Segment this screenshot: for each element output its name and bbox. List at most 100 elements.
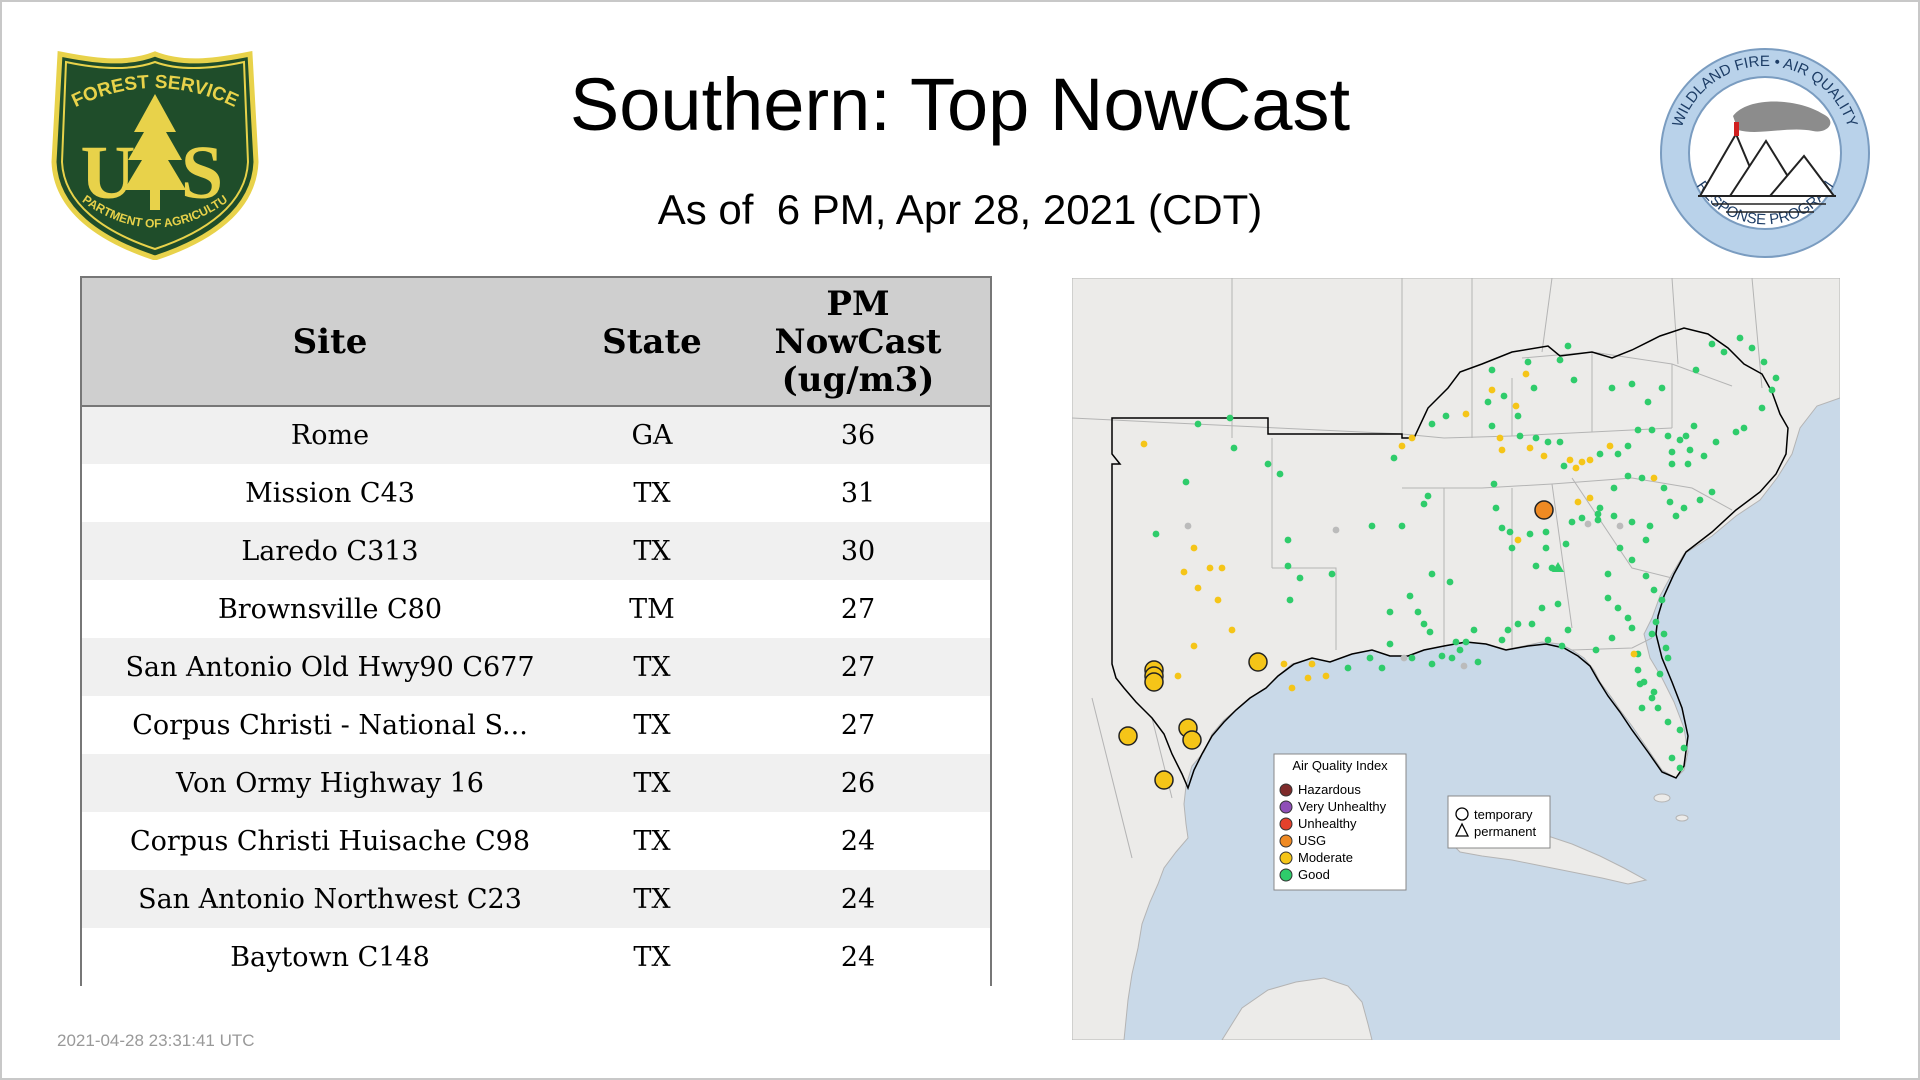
monitor-marker xyxy=(1652,618,1660,626)
monitor-marker xyxy=(1642,572,1650,580)
monitor-marker xyxy=(1628,518,1636,526)
monitor-marker xyxy=(1554,600,1562,608)
column-header-state: State xyxy=(578,278,726,407)
monitor-marker xyxy=(1226,414,1234,422)
monitor-marker xyxy=(1596,504,1604,512)
monitor-marker xyxy=(1524,358,1532,366)
monitor-marker xyxy=(1736,334,1744,342)
monitor-marker xyxy=(1414,608,1422,616)
monitor-marker xyxy=(1514,412,1522,420)
nowcast-cell: 27 xyxy=(726,638,990,696)
monitor-marker xyxy=(1634,426,1642,434)
monitor-marker xyxy=(1184,522,1192,530)
monitor-marker xyxy=(1514,620,1522,628)
monitor-marker xyxy=(1664,718,1672,726)
monitor-marker xyxy=(1280,660,1288,668)
aqi-legend-title: Air Quality Index xyxy=(1292,758,1388,773)
monitor-marker xyxy=(1514,536,1522,544)
site-cell: Mission C43 xyxy=(82,464,578,522)
monitor-marker xyxy=(1562,540,1570,548)
map-state-borders xyxy=(1072,278,1763,859)
monitor-marker xyxy=(1606,442,1614,450)
monitor-marker xyxy=(1308,660,1316,668)
monitor-marker xyxy=(1556,438,1564,446)
monitor-marker xyxy=(1610,512,1618,520)
state-cell: GA xyxy=(578,406,726,464)
top-site-marker xyxy=(1182,730,1202,750)
state-cell: TM xyxy=(578,580,726,638)
monitor-marker xyxy=(1594,510,1602,518)
monitor-marker xyxy=(1214,596,1222,604)
column-header-pm-line3: (ug/m3) xyxy=(781,359,935,400)
monitor-marker xyxy=(1508,544,1516,552)
monitor-marker xyxy=(1498,524,1506,532)
monitor-marker xyxy=(1206,564,1214,572)
table-row: Laredo C313 TX 30 xyxy=(82,522,990,580)
site-cell: Laredo C313 xyxy=(82,522,578,580)
monitor-marker xyxy=(1448,654,1456,662)
monitor-marker xyxy=(1470,626,1478,634)
monitor-marker xyxy=(1522,370,1530,378)
svg-text:S: S xyxy=(181,131,223,215)
monitor-marker xyxy=(1532,562,1540,570)
monitor-marker xyxy=(1760,358,1768,366)
monitor-marker xyxy=(1284,536,1292,544)
monitor-marker xyxy=(1650,688,1658,696)
monitor-marker xyxy=(1386,608,1394,616)
monitor-marker xyxy=(1452,638,1460,646)
monitor-marker xyxy=(1498,636,1506,644)
state-cell: TX xyxy=(578,522,726,580)
column-header-pm-line1: PM xyxy=(826,283,890,324)
monitor-marker xyxy=(1532,434,1540,442)
monitor-marker xyxy=(1286,596,1294,604)
monitor-marker xyxy=(1644,398,1652,406)
monitor-marker xyxy=(1664,432,1672,440)
monitor-marker xyxy=(1660,630,1668,638)
page-title: Southern: Top NowCast xyxy=(569,63,1351,146)
monitor-marker xyxy=(1406,592,1414,600)
monitor-marker xyxy=(1646,522,1654,530)
svg-text:U: U xyxy=(81,131,136,215)
table-row: Mission C43 TX 31 xyxy=(82,464,990,522)
monitor-marker xyxy=(1676,726,1684,734)
monitor-marker xyxy=(1628,556,1636,564)
monitor-marker-permanent xyxy=(1552,562,1564,572)
monitor-marker xyxy=(1474,658,1482,666)
monitor-marker xyxy=(1180,568,1188,576)
monitor-marker xyxy=(1564,342,1572,350)
monitor-marker xyxy=(1462,410,1470,418)
monitor-marker xyxy=(1616,544,1624,552)
monitor-marker xyxy=(1328,570,1336,578)
monitor-marker xyxy=(1500,392,1508,400)
monitor-marker xyxy=(1276,470,1284,478)
monitor-marker xyxy=(1642,536,1650,544)
nowcast-cell: 24 xyxy=(726,812,990,870)
table-row: Brownsville C80 TM 27 xyxy=(82,580,990,638)
column-header-pm-nowcast: PM NowCast (ug/m3) xyxy=(726,278,990,407)
legend-swatch-usg xyxy=(1279,834,1293,848)
monitor-marker xyxy=(1772,374,1780,382)
monitor-marker xyxy=(1398,442,1406,450)
monitor-marker xyxy=(1228,626,1236,634)
legend-swatch-moderate xyxy=(1279,851,1293,865)
monitor-marker xyxy=(1488,422,1496,430)
monitor-marker xyxy=(1604,594,1612,602)
monitor-marker xyxy=(1152,530,1160,538)
monitor-marker xyxy=(1658,596,1666,604)
monitor-marker xyxy=(1426,628,1434,636)
legend-label-usg: USG xyxy=(1298,833,1326,848)
footer-timestamp: 2021-04-28 23:31:41 UTC xyxy=(57,1031,255,1050)
nowcast-cell: 26 xyxy=(726,754,990,812)
forest-service-logo: FOREST SERVICE U S DEPARTMENT OF AGRICUL… xyxy=(50,50,259,260)
monitor-marker xyxy=(1322,672,1330,680)
table-row: Corpus Christi Huisache C98 TX 24 xyxy=(82,812,990,870)
monitor-marker xyxy=(1194,420,1202,428)
monitor-marker xyxy=(1540,452,1548,460)
monitor-marker xyxy=(1654,704,1662,712)
monitor-marker xyxy=(1684,460,1692,468)
map-region-outline xyxy=(1111,327,1789,791)
legend-swatch-hazardous xyxy=(1279,783,1293,797)
monitor-marker xyxy=(1608,384,1616,392)
page-subtitle: As of 6 PM, Apr 28, 2021 (CDT) xyxy=(657,186,1263,233)
